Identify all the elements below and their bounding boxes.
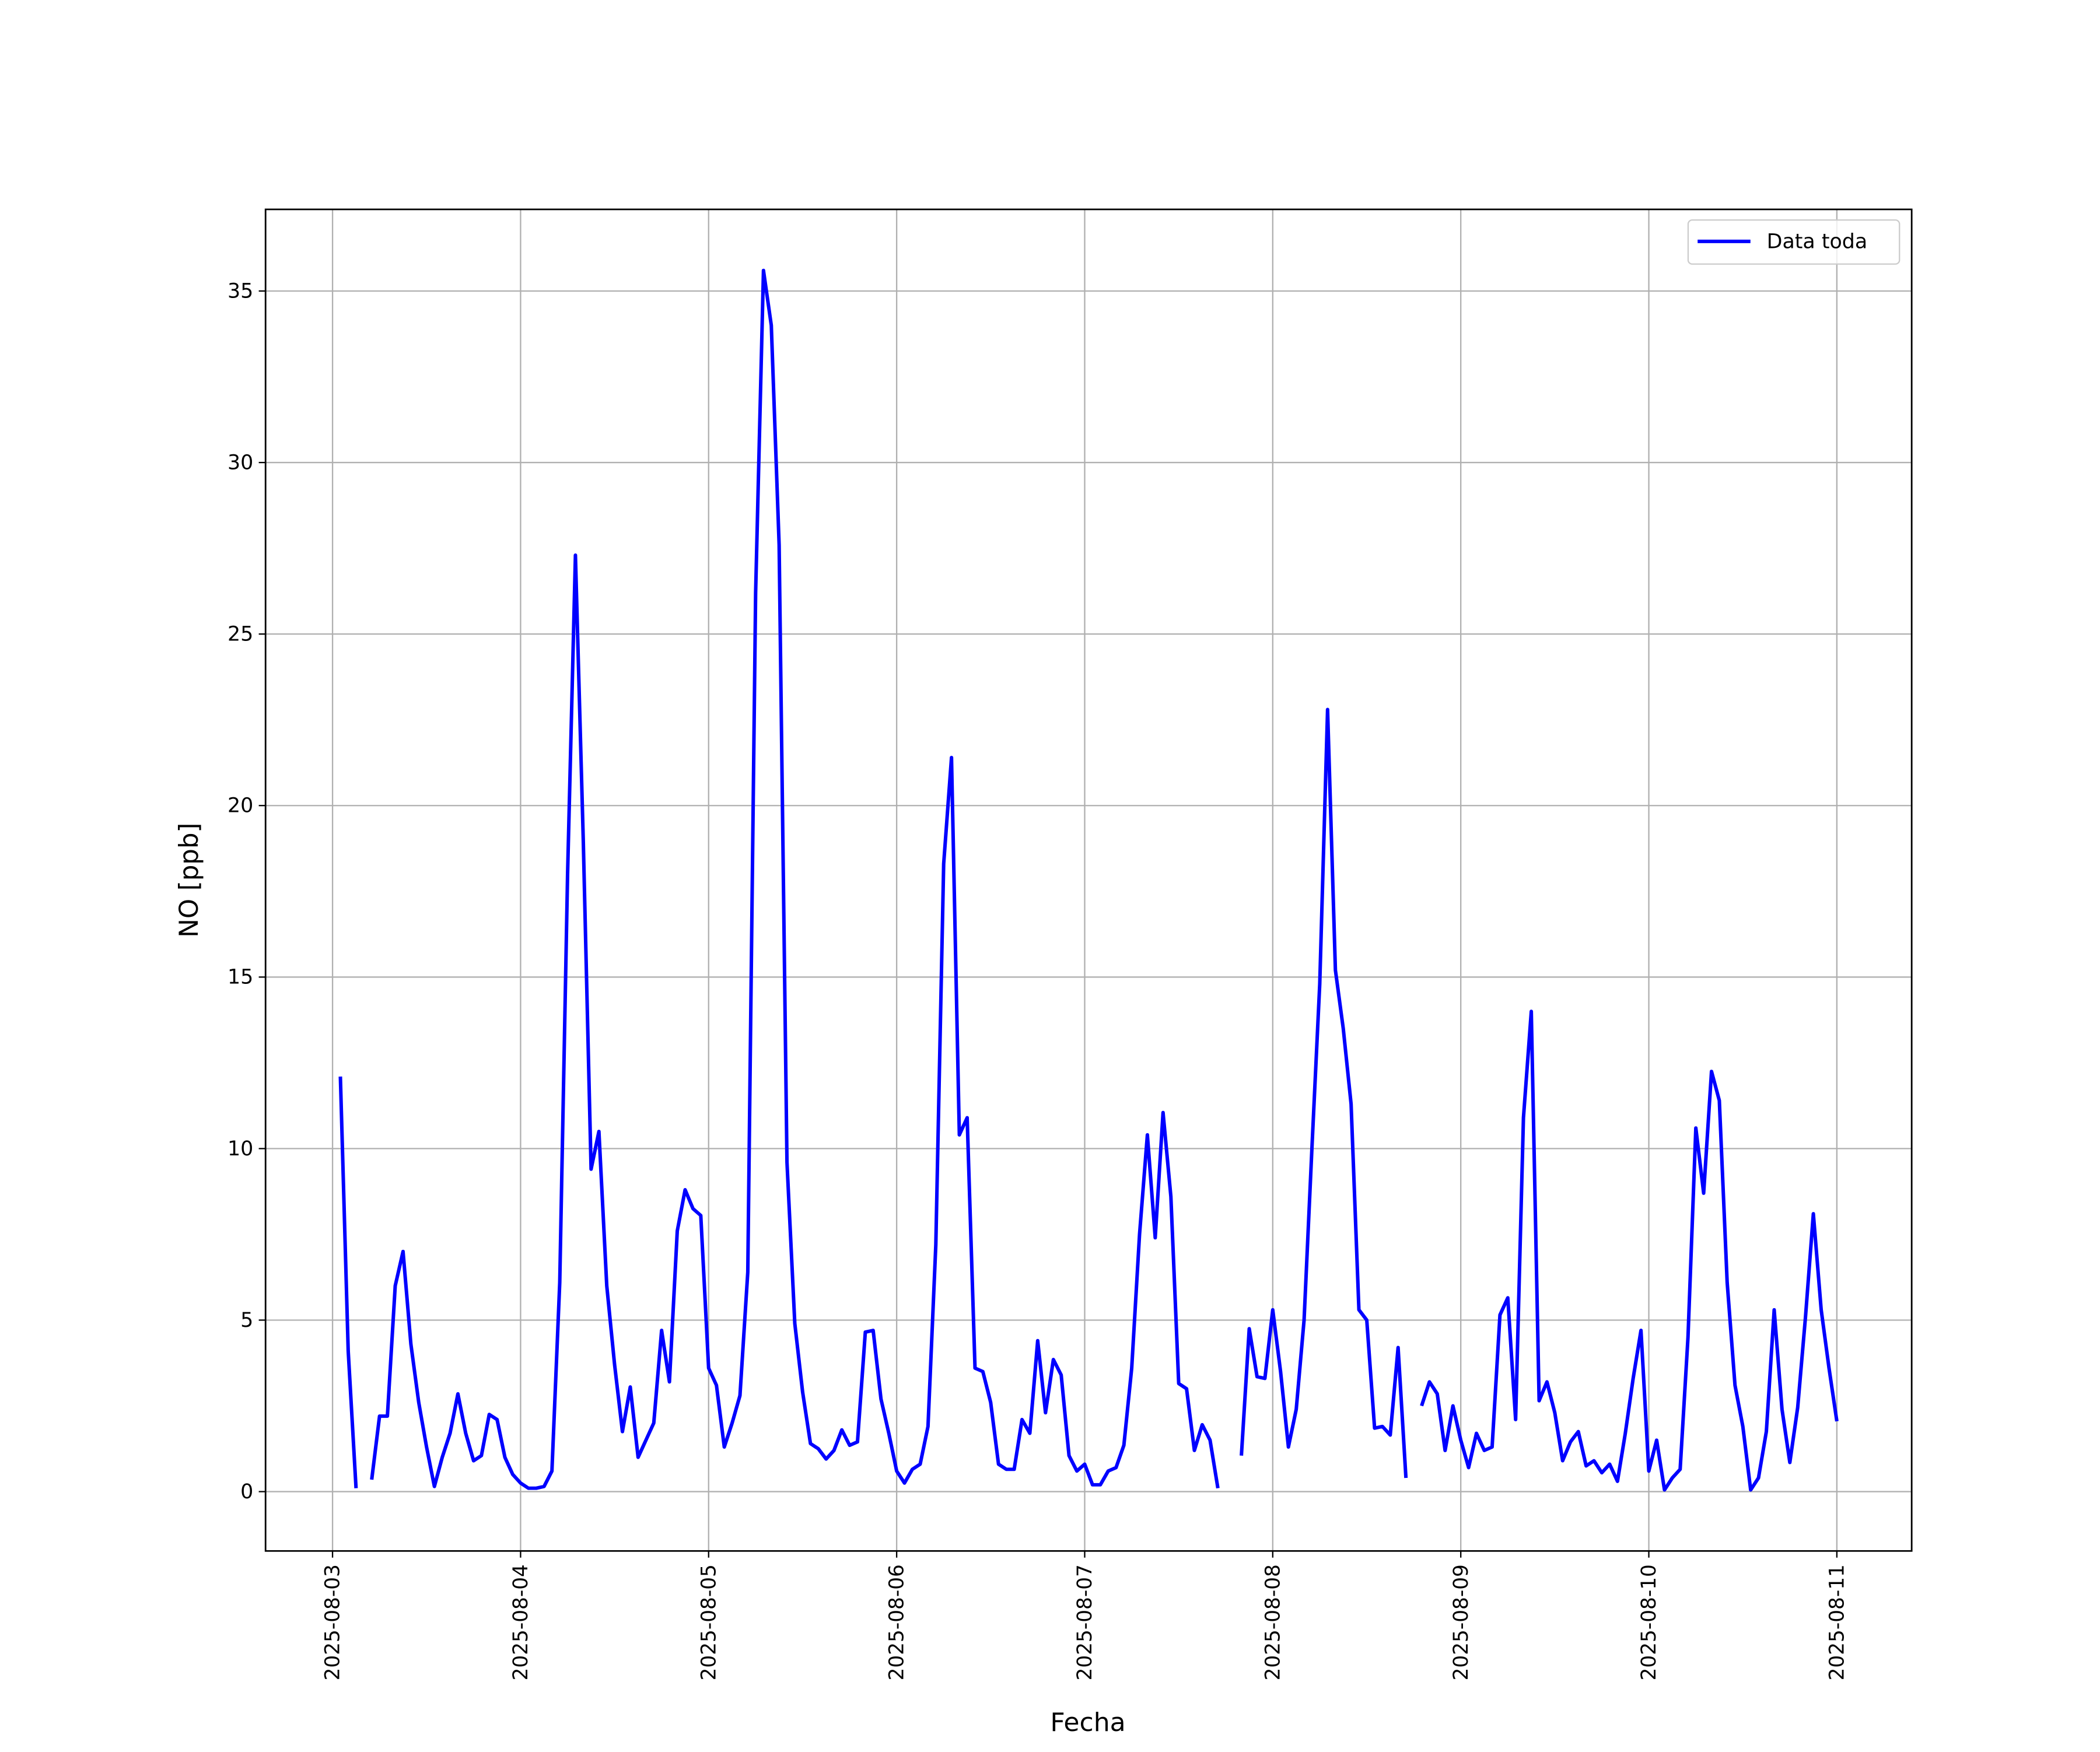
y-tick-label: 25 bbox=[228, 623, 253, 646]
y-tick-label: 15 bbox=[228, 966, 253, 989]
legend-box bbox=[1687, 219, 1901, 265]
x-tick-label: 2025-08-10 bbox=[1637, 1564, 1661, 1680]
x-tick-label: 2025-08-03 bbox=[321, 1564, 344, 1680]
x-tick-label: 2025-08-07 bbox=[1073, 1564, 1097, 1680]
ticks: 0 5 10 15 20 25 30 35 2025-08-03 2025-08-04 2025-0… bbox=[228, 280, 1849, 1681]
x-tick-label: 2025-08-06 bbox=[885, 1564, 908, 1680]
y-tick-label: 10 bbox=[228, 1137, 253, 1161]
data-line bbox=[338, 268, 1839, 1492]
x-axis-label: Fecha bbox=[1050, 1708, 1125, 1737]
grid bbox=[265, 209, 1912, 1551]
y-axis-label: NO [ppb] bbox=[174, 823, 204, 938]
x-tick-label: 2025-08-09 bbox=[1450, 1564, 1473, 1680]
y-tick-label: 35 bbox=[228, 280, 253, 303]
y-tick-label: 0 bbox=[240, 1480, 253, 1504]
x-tick-label: 2025-08-04 bbox=[509, 1564, 533, 1680]
x-tick-label: 2025-08-11 bbox=[1825, 1564, 1849, 1680]
y-tick-label: 20 bbox=[228, 794, 253, 818]
x-tick-label: 2025-08-08 bbox=[1261, 1564, 1284, 1680]
plot-lines bbox=[338, 268, 1839, 1492]
x-tick-label: 2025-08-05 bbox=[697, 1564, 720, 1680]
legend-label: Data toda bbox=[1767, 230, 1868, 254]
legend: Data toda bbox=[1687, 219, 1901, 265]
y-tick-label: 5 bbox=[240, 1309, 253, 1332]
y-tick-label: 30 bbox=[228, 451, 253, 475]
plot-frame bbox=[264, 208, 1913, 1552]
